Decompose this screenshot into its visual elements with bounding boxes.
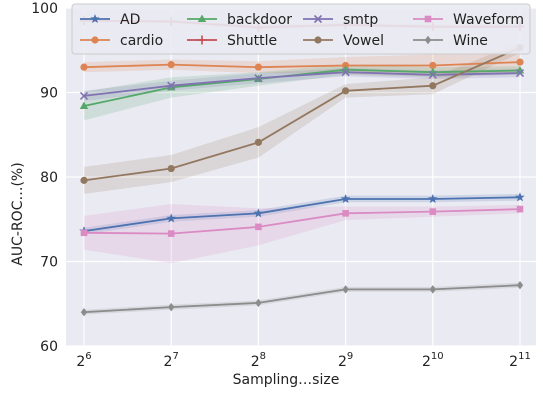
legend-marker-wine xyxy=(424,35,432,45)
x-tick-base: 2 xyxy=(422,354,431,370)
point-cardio xyxy=(254,63,262,71)
point-waveform xyxy=(342,210,349,217)
point-vowel xyxy=(429,82,437,90)
point-waveform xyxy=(167,230,175,237)
point-smtp xyxy=(428,70,437,79)
point-waveform xyxy=(429,208,437,215)
x-tick-exponent: 11 xyxy=(518,351,531,362)
point-waveform xyxy=(255,223,262,231)
x-tick-label: 28 xyxy=(251,351,266,370)
point-smtp xyxy=(515,68,525,78)
point-vowel xyxy=(80,176,88,184)
x-tick-base: 2 xyxy=(509,354,518,370)
line-ad xyxy=(83,196,521,232)
point-smtp xyxy=(254,74,263,83)
x-tick-base: 2 xyxy=(251,354,260,370)
legend-marker-ad xyxy=(90,14,100,24)
point-waveform xyxy=(516,205,524,213)
x-tick-exponent: 10 xyxy=(431,351,444,362)
point-smtp xyxy=(341,68,350,77)
line-cardio xyxy=(83,61,521,69)
point-cardio xyxy=(516,58,524,66)
x-axis-label: Sampling…size xyxy=(233,372,340,388)
band-backdoor xyxy=(84,64,520,121)
line-wine xyxy=(83,284,521,314)
legend-marker-smtp xyxy=(313,14,323,24)
point-ad xyxy=(428,193,438,204)
point-waveform xyxy=(80,229,88,237)
point-vowel xyxy=(342,87,350,95)
point-cardio xyxy=(167,61,175,69)
legend-label-smtp: smtp xyxy=(343,12,378,28)
legend-marker-waveform xyxy=(424,15,432,23)
legend-label-waveform: Waveform xyxy=(453,12,524,28)
point-ad xyxy=(253,208,264,218)
line-vowel xyxy=(83,46,521,182)
legend-label-shuttle: Shuttle xyxy=(227,33,277,49)
band-waveform xyxy=(84,204,520,264)
y-tick-labels: 60 70 80 90 100 xyxy=(31,1,58,355)
x-tick-base: 2 xyxy=(164,354,173,370)
x-tick-label: 29 xyxy=(338,351,353,370)
legend-label-backdoor: backdoor xyxy=(227,12,292,28)
legend-marker-cardio xyxy=(91,36,99,44)
point-smtp xyxy=(167,81,176,90)
line-waveform xyxy=(83,208,521,235)
point-vowel xyxy=(167,164,175,173)
point-wine xyxy=(80,308,88,317)
point-vowel xyxy=(254,138,262,146)
y-tick-label: 100 xyxy=(31,1,58,17)
x-tick-exponent: 6 xyxy=(85,351,91,362)
x-tick-exponent: 8 xyxy=(260,351,266,362)
legend-box xyxy=(71,3,531,55)
line-smtp xyxy=(83,71,521,97)
x-tick-label: 26 xyxy=(76,351,91,370)
point-cardio xyxy=(429,61,437,70)
point-wine xyxy=(255,298,262,308)
band-smtp xyxy=(84,68,520,101)
point-wine xyxy=(516,280,524,290)
point-cardio xyxy=(80,63,88,71)
x-tick-labels: 26 27 28 29 210 211 xyxy=(76,351,530,370)
point-ad xyxy=(515,192,525,202)
y-axis-label: AUC-ROC…(%) xyxy=(10,162,26,265)
legend-label-cardio: cardio xyxy=(120,33,163,49)
legend-label-ad: AD xyxy=(120,12,140,28)
legend-label-vowel: Vowel xyxy=(343,33,384,49)
legend: AD cardio backdoor Shuttle smtp Vowel Waveform… xyxy=(71,3,531,55)
point-smtp xyxy=(79,91,89,100)
legend-marker-shuttle xyxy=(197,35,207,45)
x-tick-base: 2 xyxy=(76,354,85,370)
x-tick-exponent: 9 xyxy=(347,351,353,362)
x-tick-exponent: 7 xyxy=(172,351,178,362)
y-tick-label: 90 xyxy=(40,86,58,102)
y-tick-label: 70 xyxy=(40,255,58,271)
legend-label-wine: Wine xyxy=(453,33,488,49)
x-tick-base: 2 xyxy=(338,354,347,370)
x-tick-label: 211 xyxy=(509,351,531,370)
band-vowel xyxy=(84,42,520,194)
point-wine xyxy=(342,285,349,294)
legend-marker-vowel xyxy=(314,36,322,44)
x-tick-label: 27 xyxy=(164,351,179,370)
band-cardio xyxy=(84,50,520,77)
y-tick-label: 80 xyxy=(40,170,58,186)
point-ad xyxy=(166,213,176,223)
y-tick-label: 60 xyxy=(40,339,58,355)
point-wine xyxy=(168,302,175,312)
point-backdoor xyxy=(79,101,89,110)
confidence-bands xyxy=(84,19,520,315)
point-wine xyxy=(429,285,436,294)
x-tick-label: 210 xyxy=(422,351,444,370)
legend-marker-backdoor xyxy=(197,14,207,22)
point-ad xyxy=(340,193,351,204)
